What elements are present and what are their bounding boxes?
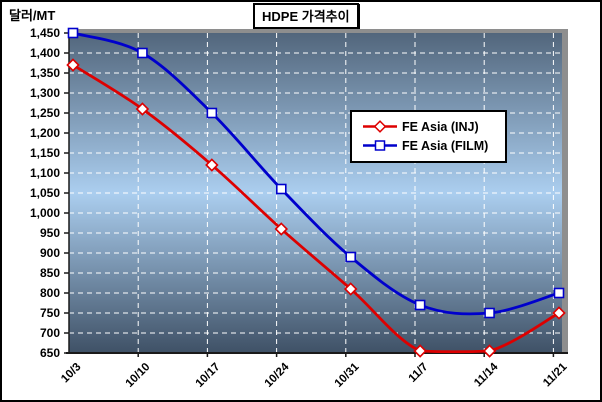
y-tick-label: 1,150 [29,146,60,160]
y-tick-label: 900 [39,246,60,260]
y-axis-unit-label: 달러/MT [9,8,56,23]
data-point-film [553,287,565,299]
y-tick-label: 650 [39,346,60,360]
y-tick-label: 1,200 [29,126,60,140]
legend-swatch-film-line-square [363,140,397,151]
data-point-inj [413,344,427,358]
legend-swatch-inj-line-diamond [363,120,397,133]
y-tick-label: 700 [39,326,60,340]
y-tick-label: 1,350 [29,66,60,80]
legend-marker-sample [374,140,386,151]
data-point-film [206,107,218,119]
data-point-film [67,27,79,39]
y-tick-label: 800 [39,286,60,300]
y-tick-label: 850 [39,266,60,280]
data-point-inj [135,102,150,116]
legend-label-film: FE Asia (FILM) [402,138,489,153]
data-point-film [345,251,357,263]
y-tick-label: 750 [39,306,60,320]
y-tick-label: 1,300 [29,86,60,100]
y-tick-label: 1,000 [29,206,60,220]
data-point-film [137,47,148,59]
data-point-inj [482,344,497,358]
y-tick-label: 1,250 [29,106,60,120]
data-point-inj [274,222,289,236]
legend-item-film: FE Asia (FILM) [362,136,497,155]
legend-box: FE Asia (INJ) FE Asia (FILM) [350,110,507,163]
data-point-inj [343,282,358,296]
y-tick-label: 1,450 [29,26,60,40]
data-point-film [275,183,287,195]
y-tick-label: 1,100 [29,166,60,180]
data-point-inj [66,58,80,72]
data-point-film [414,299,426,311]
y-tick-label: 1,400 [29,46,60,60]
legend-label-inj: FE Asia (INJ) [402,119,479,134]
data-point-inj [205,158,219,172]
y-tick-label: 950 [39,226,60,240]
chart-title: HDPE 가격추이 [253,3,359,29]
data-point-inj [552,306,566,320]
legend-marker-sample [373,120,387,133]
legend-item-inj: FE Asia (INJ) [362,117,497,136]
series-line-film [71,31,561,316]
data-point-film [484,307,495,319]
y-tick-label: 1,050 [29,186,60,200]
series-line-inj [71,63,561,354]
